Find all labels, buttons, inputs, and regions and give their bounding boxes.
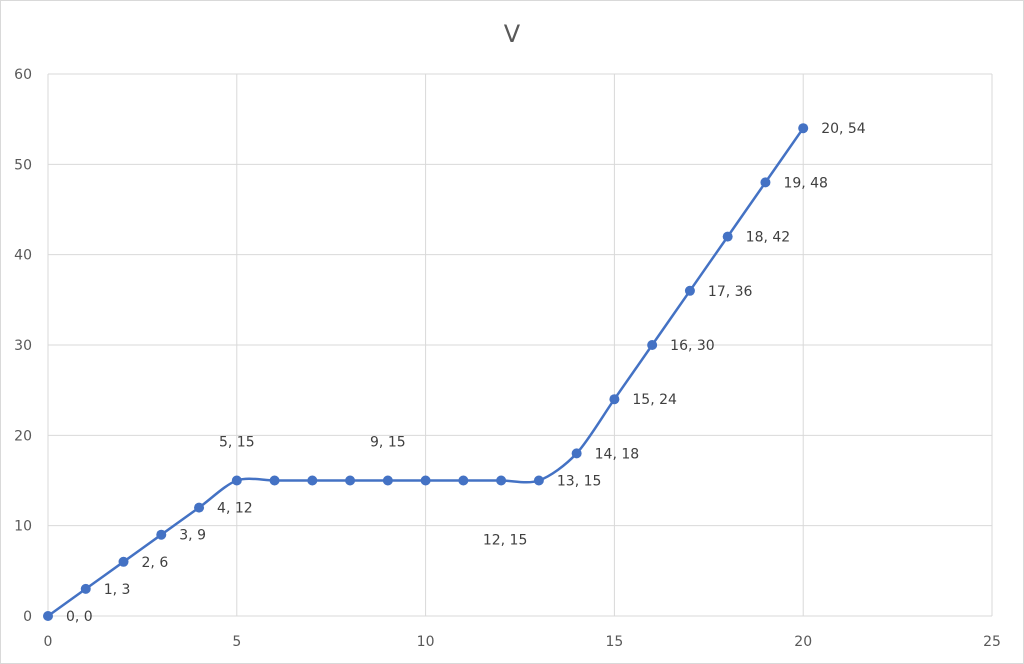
data-label-layer: 0, 0 1, 3 2, 6 3, 9 4, 12 5, 15 9, 15 12, 15 13,…	[66, 121, 866, 625]
x-tick-label: 15	[605, 634, 623, 650]
data-label: 14, 18	[595, 446, 640, 462]
x-tick-label: 20	[794, 634, 812, 650]
data-label: 4, 12	[217, 501, 253, 517]
x-tick-label: 10	[417, 634, 435, 650]
y-tick-label: 60	[14, 67, 32, 83]
data-point	[609, 394, 620, 405]
data-label: 16, 30	[670, 338, 715, 354]
data-point	[345, 475, 356, 486]
data-point	[760, 177, 771, 188]
data-point	[420, 475, 431, 486]
data-point	[458, 475, 469, 486]
x-tick-label: 5	[232, 634, 241, 650]
data-label: 20, 54	[821, 121, 866, 137]
data-point	[798, 123, 809, 134]
chart-title: V	[504, 20, 521, 48]
y-tick-label: 40	[14, 248, 32, 264]
data-label: 15, 24	[632, 392, 677, 408]
data-point	[684, 285, 695, 296]
data-label: 12, 15	[483, 533, 528, 549]
y-tick-label: 30	[14, 338, 32, 354]
data-point	[533, 475, 544, 486]
tick-labels: 0 10 20 30 40 50 60 0 5 10 15 20 25	[14, 67, 1001, 650]
data-point	[43, 611, 53, 621]
data-label: 2, 6	[142, 555, 169, 571]
grid-layer	[47, 73, 993, 617]
data-point	[722, 231, 733, 242]
data-point	[269, 475, 280, 486]
data-point	[647, 340, 658, 350]
data-label: 1, 3	[104, 582, 131, 598]
point-layer	[43, 123, 809, 621]
data-point	[382, 475, 393, 486]
data-label: 13, 15	[557, 474, 602, 490]
x-tick-label: 0	[44, 634, 53, 650]
data-point	[118, 556, 129, 567]
data-label: 19, 48	[783, 175, 828, 191]
data-label: 5, 15	[219, 435, 255, 451]
data-point	[231, 475, 242, 486]
data-label: 9, 15	[370, 435, 406, 451]
y-tick-label: 10	[14, 519, 32, 535]
data-label: 18, 42	[746, 230, 791, 246]
data-point	[80, 583, 91, 594]
data-point	[156, 529, 167, 540]
data-point	[496, 475, 507, 486]
y-tick-label: 0	[23, 609, 32, 625]
data-label: 0, 0	[66, 609, 93, 625]
data-point	[571, 448, 582, 459]
x-tick-label: 25	[983, 634, 1001, 650]
data-point	[194, 502, 205, 513]
y-tick-label: 50	[14, 157, 32, 173]
data-label: 17, 36	[708, 284, 753, 300]
y-tick-label: 20	[14, 428, 32, 444]
data-label: 3, 9	[179, 528, 206, 544]
data-point	[307, 475, 318, 486]
